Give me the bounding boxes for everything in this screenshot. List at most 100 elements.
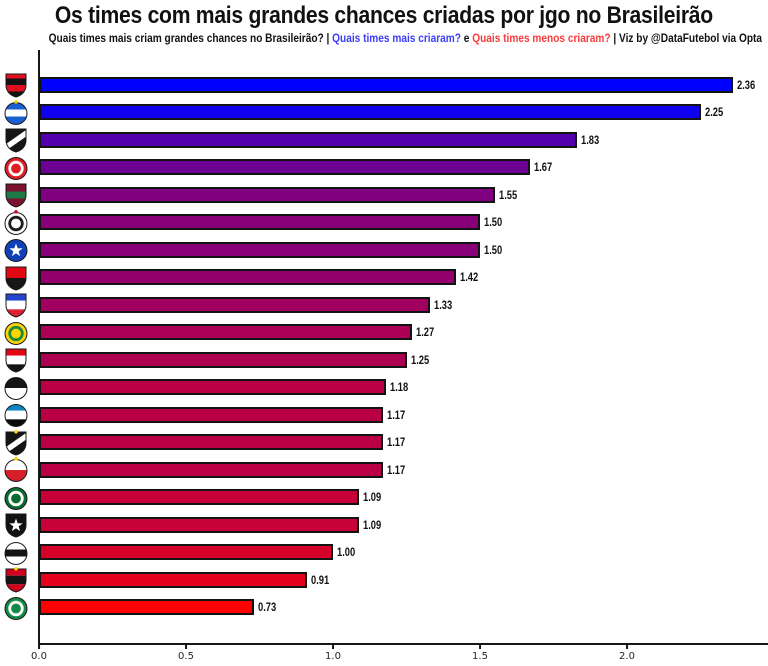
- bar-value-label: 2.25: [704, 105, 723, 120]
- tick-label: 0.5: [178, 651, 194, 662]
- bar-chart: 2.36 2.25 1.83 1.67: [0, 50, 768, 666]
- bar-flamengo: [39, 76, 733, 93]
- mirassol-logo: [3, 320, 29, 346]
- juventude-logo: [3, 595, 29, 621]
- flamengo-logo: [3, 72, 29, 98]
- bar-juventude: [39, 599, 254, 616]
- bar-palmeiras: [39, 489, 360, 506]
- corinthians-logo: [3, 209, 29, 236]
- bar-value-label: 1.18: [389, 380, 409, 395]
- bragantino-logo: [3, 457, 29, 483]
- bar-bragantino: [39, 461, 383, 478]
- page-title: Os times com mais grandes chances criada…: [54, 2, 714, 29]
- bar-fortaleza: [39, 296, 431, 313]
- row-sao-paulo: 1.25: [0, 346, 768, 374]
- bar-corinthians: [39, 214, 480, 231]
- row-sport: 0.91: [0, 566, 768, 594]
- row-atletico-mg: 1.17: [0, 429, 768, 457]
- tick-mark: [185, 645, 187, 649]
- row-ceara: 1.18: [0, 374, 768, 402]
- vitoria-logo: [3, 265, 29, 291]
- row-palmeiras: 1.09: [0, 484, 768, 512]
- tick-label: 2.0: [619, 651, 635, 662]
- gremio-logo: [3, 402, 29, 428]
- fortaleza-logo: [3, 292, 29, 318]
- bar-sport: [39, 571, 307, 588]
- bar-internacional: [39, 159, 530, 176]
- bar-value-label: 1.09: [363, 517, 382, 532]
- row-mirassol: 1.27: [0, 319, 768, 347]
- internacional-logo: [3, 155, 29, 181]
- header: Os times com mais grandes chances criada…: [0, 2, 768, 30]
- x-axis-tick: 1.5: [472, 645, 488, 662]
- row-vitoria: 1.42: [0, 264, 768, 292]
- row-fluminense: 1.55: [0, 181, 768, 209]
- bar-value-label: 1.17: [386, 407, 406, 422]
- bar-gremio: [39, 406, 383, 423]
- bar-rows: 2.36 2.25 1.83 1.67: [0, 71, 768, 621]
- bar-value-label: 1.83: [581, 132, 600, 147]
- x-axis-tick: 1.0: [325, 645, 341, 662]
- bar-cruzeiro: [39, 241, 480, 258]
- bar-value-label: 1.50: [484, 242, 503, 257]
- subtitle: Quais times mais criam grandes chances n…: [0, 33, 768, 45]
- tick-mark: [626, 645, 628, 649]
- sport-recife-logo: [3, 567, 29, 593]
- bar-value-label: 1.50: [484, 215, 503, 230]
- bar-sao-paulo: [39, 351, 407, 368]
- bar-vitoria: [39, 269, 457, 286]
- bar-botafogo: [39, 516, 360, 533]
- bar-atletico-mg: [39, 434, 383, 451]
- bar-value-label: 0.73: [257, 600, 276, 615]
- bar-value-label: 0.91: [310, 572, 329, 587]
- row-internacional: 1.67: [0, 154, 768, 182]
- bar-value-label: 1.25: [410, 352, 429, 367]
- row-santos: 1.00: [0, 539, 768, 567]
- tick-label: 1.0: [325, 651, 341, 662]
- row-botafogo: 1.09: [0, 511, 768, 539]
- santos-logo: [3, 540, 29, 566]
- x-axis-tick: 2.0: [619, 645, 635, 662]
- x-axis-tick: 0.5: [178, 645, 194, 662]
- row-corinthians: 1.50: [0, 209, 768, 237]
- row-juventude: 0.73: [0, 594, 768, 622]
- row-fortaleza: 1.33: [0, 291, 768, 319]
- bar-vasco: [39, 131, 578, 148]
- tick-label: 0.0: [31, 651, 47, 662]
- fluminense-logo: [3, 182, 29, 208]
- row-flamengo: 2.36: [0, 71, 768, 99]
- palmeiras-logo: [3, 485, 29, 511]
- row-vasco: 1.83: [0, 126, 768, 154]
- row-gremio: 1.17: [0, 401, 768, 429]
- bar-bahia: [39, 104, 701, 121]
- x-axis-tick: 0.0: [31, 645, 47, 662]
- x-axis-line: [38, 643, 768, 645]
- tick-mark: [38, 645, 40, 649]
- subtitle-mid: e: [460, 33, 473, 45]
- ceara-logo: [3, 375, 29, 401]
- subtitle-part1: Quais times mais criam grandes chances n…: [48, 33, 333, 45]
- row-bragantino: 1.17: [0, 456, 768, 484]
- tick-mark: [479, 645, 481, 649]
- subtitle-blue: Quais times mais criaram?: [332, 33, 461, 45]
- vasco-logo: [3, 127, 29, 153]
- cruzeiro-logo: [3, 237, 29, 263]
- bar-value-label: 1.42: [460, 270, 479, 285]
- botafogo-logo: [3, 512, 29, 538]
- sao-paulo-logo: [3, 347, 29, 373]
- tick-mark: [332, 645, 334, 649]
- bar-santos: [39, 544, 333, 561]
- bar-mirassol: [39, 324, 413, 341]
- bar-value-label: 1.09: [363, 490, 382, 505]
- subtitle-red: Quais times menos criaram?: [472, 33, 611, 45]
- bar-value-label: 1.17: [386, 435, 406, 450]
- subtitle-part2: | Viz by @DataFutebol via Opta: [610, 33, 763, 45]
- bar-value-label: 1.55: [498, 187, 517, 202]
- bar-ceara: [39, 379, 386, 396]
- atletico-mg-logo: [3, 429, 29, 456]
- bar-value-label: 1.00: [337, 545, 356, 560]
- bar-value-label: 1.17: [386, 462, 406, 477]
- tick-label: 1.5: [472, 651, 488, 662]
- bahia-logo: [3, 99, 29, 126]
